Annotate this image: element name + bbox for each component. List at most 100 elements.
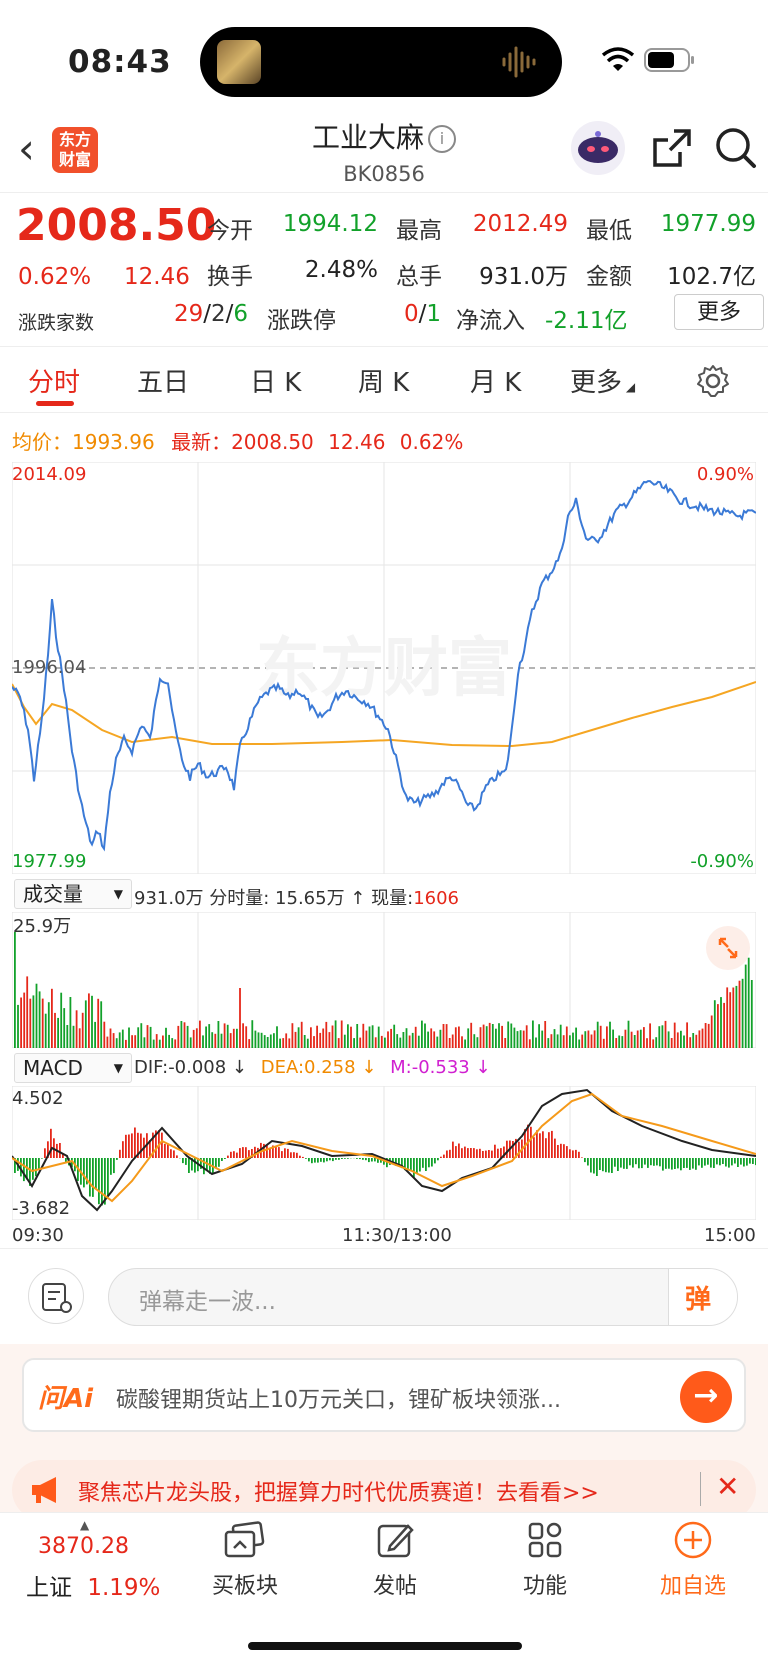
macd-bar: [725, 1158, 727, 1167]
volume-bar: [168, 1035, 170, 1048]
danmu-settings-button[interactable]: [28, 1268, 84, 1324]
indicator-select-macd[interactable]: MACD▼: [14, 1053, 132, 1083]
macd-info: DIF:-0.008 ↓ DEA:0.258 ↓ M:-0.533 ↓: [134, 1057, 491, 1078]
macd-bar: [626, 1158, 628, 1169]
macd-bar: [89, 1158, 91, 1197]
volume-bar: [369, 1027, 371, 1049]
audio-wave-icon: [500, 44, 540, 80]
macd-bar: [569, 1149, 571, 1158]
share-icon[interactable]: [650, 126, 694, 170]
volume-bar: [134, 1035, 136, 1048]
macd-bar: [563, 1144, 565, 1158]
volume-bar: [446, 1024, 448, 1048]
tab-five-day[interactable]: 五日: [137, 362, 189, 399]
low-value: 1977.99: [652, 211, 756, 237]
volume-bar: [359, 1038, 361, 1048]
nav-add-watchlist[interactable]: 加自选: [648, 1518, 738, 1600]
volume-bar: [375, 1037, 377, 1048]
time-axis-start: 09:30: [12, 1225, 64, 1246]
volume-bar: [517, 1031, 519, 1048]
tab-monthly-k[interactable]: 月 K: [470, 362, 521, 399]
promo-text: 聚焦芯片龙头股，把握算力时代优质赛道！去看看>>: [78, 1475, 599, 1507]
volume-chart[interactable]: 25.9万: [12, 912, 756, 1048]
tab-daily-k[interactable]: 日 K: [250, 362, 301, 399]
macd-bar: [746, 1158, 748, 1166]
nav-label-post: 发帖: [350, 1568, 440, 1600]
macd-bar: [161, 1133, 163, 1158]
volume-bar: [424, 1024, 426, 1049]
macd-bar: [371, 1158, 373, 1162]
macd-bar: [170, 1149, 172, 1158]
divider: [0, 346, 768, 347]
tab-more[interactable]: 更多 ◢: [570, 362, 635, 399]
macd-bar: [653, 1158, 655, 1166]
macd-chart[interactable]: 4.502 -3.682: [12, 1086, 756, 1220]
info-icon[interactable]: i: [428, 125, 456, 153]
volume-info: 931.0万 分时量: 15.65万 ↑ 现量:1606: [134, 884, 459, 910]
macd-bar: [593, 1158, 595, 1174]
macd-bar: [635, 1158, 637, 1164]
arrow-right-icon[interactable]: →: [680, 1371, 732, 1423]
ask-ai-card[interactable]: 问Ai 碳酸锂期货站上10万元关口，锂矿板块领涨... →: [22, 1358, 746, 1432]
now-playing-artwork[interactable]: [217, 40, 261, 84]
breadth-flat: 2: [211, 301, 226, 327]
low-label: 最低: [586, 211, 632, 245]
expand-button-bg[interactable]: [706, 926, 750, 970]
macd-bar: [413, 1158, 415, 1178]
index-value[interactable]: 3870.28: [38, 1534, 129, 1559]
macd-selector-label: MACD: [23, 1056, 83, 1080]
nav-buy-sector[interactable]: 买板块: [200, 1518, 290, 1600]
macd-bar: [590, 1158, 592, 1173]
volume-bar: [66, 1025, 68, 1048]
intraday-price-chart[interactable]: 东方财富 2014.09 1996.04 1977.99 0.90% -0.90…: [12, 462, 756, 874]
macd-bar: [473, 1148, 475, 1158]
volume-bar: [353, 1038, 355, 1048]
macd-bar: [23, 1158, 25, 1181]
settings-gear-icon[interactable]: [696, 364, 730, 398]
volume-bar: [70, 997, 72, 1048]
volume-bar: [501, 1026, 503, 1048]
amount-label: 金额: [586, 257, 632, 291]
volume-bar: [671, 1038, 673, 1048]
macd-bar: [614, 1158, 616, 1167]
volume-bar: [208, 1024, 210, 1048]
volume-bar: [196, 1028, 198, 1048]
more-button[interactable]: 更多: [674, 294, 764, 330]
promo-banner[interactable]: 聚焦芯片龙头股，把握算力时代优质赛道！去看看>> ✕: [12, 1460, 756, 1520]
macd-bar: [512, 1141, 514, 1158]
index-ticker[interactable]: 上证 1.19%: [26, 1568, 160, 1602]
macd-bar: [737, 1158, 739, 1167]
volume-bar: [251, 1020, 253, 1048]
danmu-send-button[interactable]: 弹: [668, 1269, 737, 1325]
nav-functions[interactable]: 功能: [500, 1518, 590, 1600]
macd-bar: [560, 1144, 562, 1158]
volume-bar: [436, 1037, 438, 1048]
volume-bar: [631, 1032, 633, 1048]
volume-bar: [461, 1036, 463, 1048]
index-percent: 1.19%: [87, 1575, 160, 1601]
robot-assistant-icon[interactable]: [568, 120, 628, 176]
volume-bar: [17, 1005, 19, 1048]
volume-bar: [686, 1022, 688, 1048]
tab-weekly-k[interactable]: 周 K: [358, 362, 409, 399]
search-icon[interactable]: [714, 126, 758, 170]
limit-values: 0/1: [404, 301, 441, 327]
volume-bar: [110, 1029, 112, 1049]
limit-up: 0: [404, 301, 419, 327]
macd-histogram: [14, 1125, 756, 1206]
indicator-select-volume[interactable]: 成交量▼: [14, 879, 132, 909]
volume-bar: [612, 1030, 614, 1048]
tab-intraday[interactable]: 分时: [28, 362, 80, 399]
nav-post[interactable]: 发帖: [350, 1518, 440, 1600]
close-icon[interactable]: ✕: [716, 1470, 739, 1503]
volume-bar: [335, 1020, 337, 1048]
avg-value: 1993.96: [72, 430, 155, 454]
macd-bar: [659, 1158, 661, 1166]
macd-bar: [419, 1158, 421, 1172]
volume-bar: [532, 1021, 534, 1049]
macd-bar: [596, 1158, 598, 1176]
y-max-pct-label: 0.90%: [697, 464, 754, 485]
danmu-input[interactable]: 弹幕走一波... 弹: [108, 1268, 738, 1326]
volume-bar: [609, 1022, 611, 1048]
volume-bar: [535, 1038, 537, 1049]
